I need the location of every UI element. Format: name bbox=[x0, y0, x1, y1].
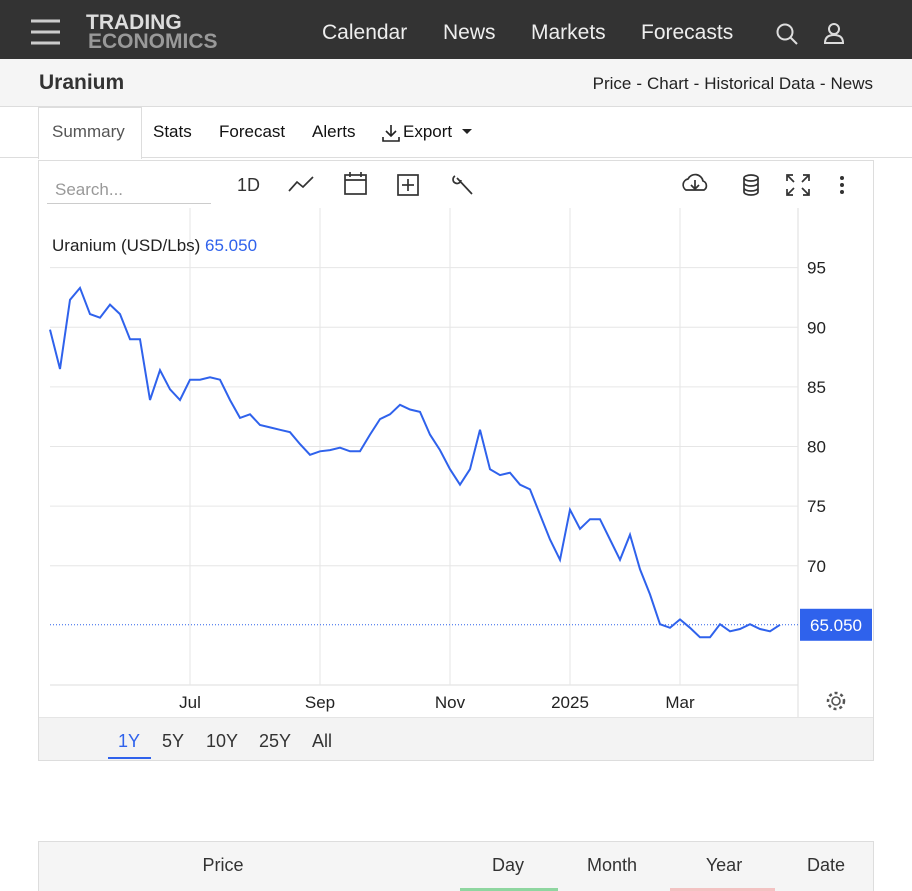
range-button[interactable]: All bbox=[311, 731, 333, 751]
header-link[interactable]: Price bbox=[592, 74, 632, 93]
calendar-icon[interactable] bbox=[344, 172, 367, 195]
menu-icon[interactable] bbox=[30, 18, 62, 46]
download-icon[interactable] bbox=[682, 173, 708, 191]
range-button[interactable]: 5Y bbox=[161, 731, 185, 751]
legend-value: 65.050 bbox=[205, 236, 257, 255]
search-box[interactable]: Search... bbox=[47, 175, 211, 204]
last-value-label: 65.050 bbox=[810, 616, 862, 635]
range-button[interactable]: 1Y bbox=[117, 731, 141, 751]
range-button[interactable]: 25Y bbox=[258, 731, 292, 751]
active-tab-box bbox=[38, 107, 142, 159]
x-tick-label: Nov bbox=[435, 693, 466, 712]
logo-top[interactable]: TRADING bbox=[86, 11, 182, 34]
user-icon[interactable] bbox=[822, 21, 846, 45]
nav-link[interactable]: Calendar bbox=[322, 21, 408, 44]
x-tick-label: Sep bbox=[305, 693, 335, 712]
separator: - bbox=[636, 74, 643, 93]
chart-container bbox=[38, 160, 874, 761]
tab[interactable]: Alerts bbox=[312, 122, 356, 141]
y-tick-label: 85 bbox=[807, 378, 826, 397]
tab[interactable]: Export bbox=[403, 122, 453, 141]
y-tick-label: 95 bbox=[807, 259, 826, 278]
header-link[interactable]: Chart bbox=[647, 74, 689, 93]
settings-tool-icon[interactable] bbox=[452, 175, 473, 195]
logo-bottom[interactable]: ECONOMICS bbox=[88, 30, 218, 53]
legend: Uranium (USD/Lbs) 65.050 bbox=[52, 236, 257, 255]
range-underline bbox=[108, 757, 151, 759]
separator: - bbox=[819, 74, 826, 93]
header: Uranium Price - Chart - Historical Data - News bbox=[0, 59, 912, 107]
header-links: Price - Chart - Historical Data - News bbox=[593, 74, 873, 94]
header-link[interactable]: News bbox=[830, 74, 873, 93]
nav-bar: TRADING ECONOMICS bbox=[0, 0, 912, 59]
y-tick-label: 75 bbox=[807, 497, 826, 516]
nav-link[interactable]: News bbox=[443, 21, 496, 44]
column-header[interactable]: Month bbox=[586, 855, 638, 875]
x-tick-label: 2025 bbox=[551, 693, 589, 712]
range-button[interactable]: 10Y bbox=[205, 731, 239, 751]
year-bar bbox=[670, 888, 775, 891]
y-tick-label: 70 bbox=[807, 557, 826, 576]
toolbar-icons bbox=[288, 172, 844, 196]
x-tick-label: Mar bbox=[665, 693, 695, 712]
nav-link[interactable]: Forecasts bbox=[641, 21, 734, 44]
search-placeholder: Search... bbox=[55, 180, 124, 199]
nav-link[interactable]: Markets bbox=[531, 21, 606, 44]
header-link[interactable]: Historical Data bbox=[704, 74, 815, 93]
fullscreen-icon[interactable] bbox=[786, 174, 810, 196]
page-title: Uranium bbox=[39, 71, 125, 94]
more-icon[interactable] bbox=[840, 176, 844, 194]
y-tick-label: 90 bbox=[807, 318, 826, 337]
tab-rule bbox=[0, 157, 912, 158]
tab[interactable]: Stats bbox=[153, 122, 192, 141]
table-header bbox=[38, 841, 874, 891]
y-tick-label: 80 bbox=[807, 438, 826, 457]
price-line bbox=[49, 285, 781, 639]
x-tick-label: Jul bbox=[179, 693, 201, 712]
column-header[interactable]: Day bbox=[491, 855, 525, 875]
gear-icon[interactable] bbox=[824, 689, 848, 713]
caret[interactable] bbox=[461, 128, 473, 136]
column-header[interactable]: Date bbox=[806, 855, 846, 875]
compare-icon[interactable] bbox=[397, 174, 419, 196]
legend-name: Uranium (USD/Lbs) bbox=[52, 236, 200, 255]
tab[interactable]: Forecast bbox=[219, 122, 286, 141]
export-icon[interactable] bbox=[381, 123, 403, 143]
range-bar bbox=[39, 717, 873, 760]
line-type-icon[interactable] bbox=[288, 176, 314, 192]
data-icon[interactable] bbox=[743, 174, 759, 196]
day-bar bbox=[460, 888, 558, 891]
search-icon[interactable] bbox=[775, 22, 801, 48]
column-header[interactable]: Year bbox=[705, 855, 743, 875]
column-header[interactable]: Price bbox=[202, 855, 244, 875]
separator: - bbox=[693, 74, 700, 93]
last-value-badge bbox=[800, 608, 872, 641]
tab[interactable]: Summary bbox=[52, 122, 125, 141]
interval-button[interactable]: 1D bbox=[237, 175, 261, 195]
